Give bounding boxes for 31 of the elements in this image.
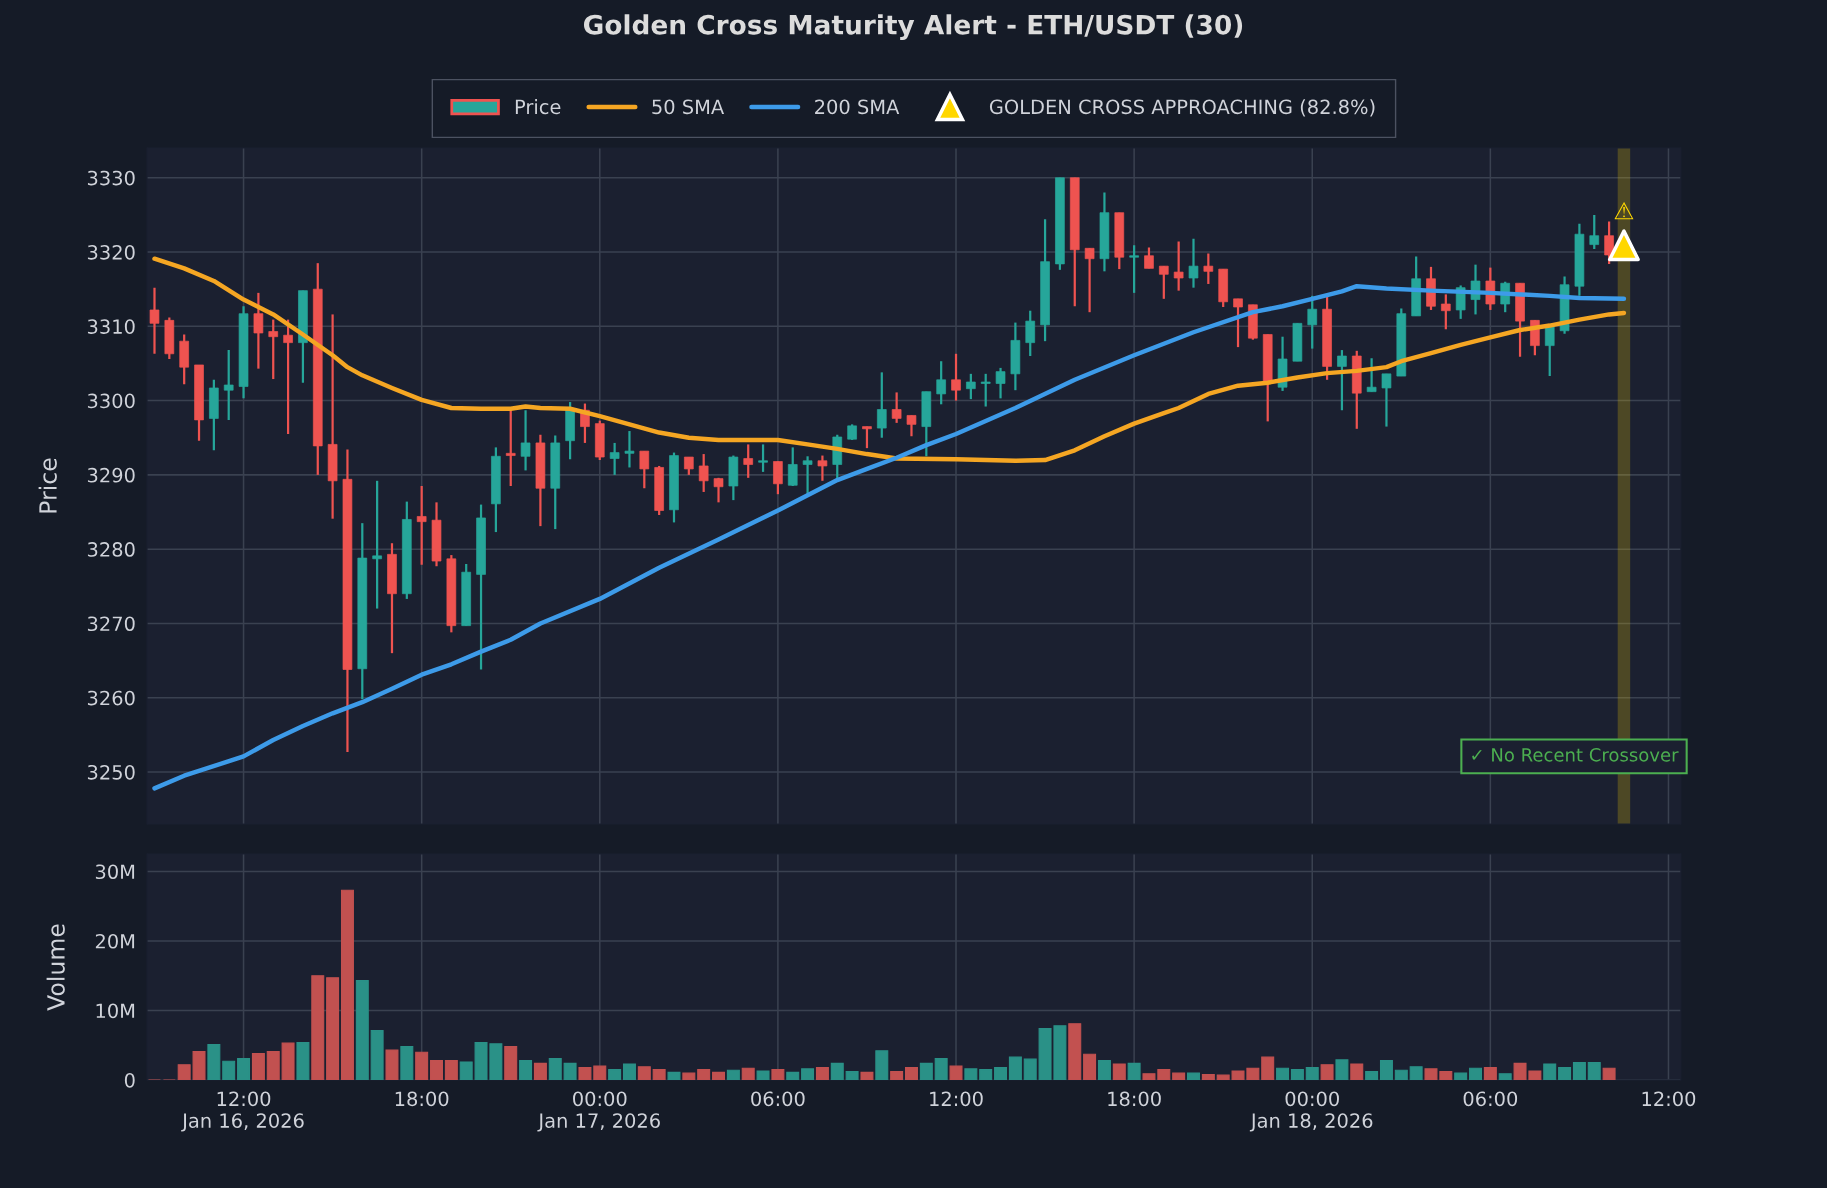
x-tick-label: 18:00: [1108, 1091, 1161, 1107]
y-tick-label: 3300: [87, 393, 135, 409]
y-tick-label: 3320: [87, 244, 135, 260]
y-tick-label: 0: [124, 1072, 135, 1088]
y-tick-label: 10M: [96, 1003, 135, 1019]
y-tick-label: 3280: [87, 542, 135, 557]
y-tick-label: 3250: [87, 764, 135, 780]
x-tick-label: 12:00: [930, 1091, 983, 1107]
y-tick-label: 3290: [87, 467, 135, 483]
x-tick-label: 00:00 Jan 17, 2026: [537, 1091, 660, 1132]
x-tick-label: 06:00: [751, 1091, 805, 1107]
legend-label: GOLDEN CROSS APPROACHING (82.8%): [989, 99, 1375, 117]
x-tick-label: 00:00 Jan 18, 2026: [1249, 1091, 1373, 1132]
y-tick-label: 3330: [87, 170, 135, 186]
x-tick-label: 12:00 Jan 16, 2026: [181, 1091, 304, 1132]
y-tick-label: 30M: [95, 864, 135, 880]
legend-label: 50 SMA: [652, 99, 725, 115]
legend-label: Price: [515, 99, 561, 115]
y-axis-title: Volume: [46, 924, 65, 1011]
y-tick-label: 3310: [87, 319, 135, 334]
chart-title: Golden Cross Maturity Alert - ETH/USDT (30): [583, 14, 1243, 40]
x-tick-label: 06:00: [1463, 1091, 1518, 1107]
legend-label: 200 SMA: [815, 99, 900, 115]
annotation: ⚠: [1614, 201, 1634, 220]
x-tick-label: 12:00: [1642, 1091, 1696, 1107]
y-tick-label: 3260: [87, 690, 135, 706]
y-tick-label: 3270: [87, 616, 135, 632]
y-tick-label: 20M: [95, 933, 135, 949]
annotation: ✓ No Recent Crossover: [1472, 747, 1679, 762]
x-tick-label: 18:00: [395, 1091, 449, 1107]
y-axis-title: Price: [38, 458, 57, 513]
